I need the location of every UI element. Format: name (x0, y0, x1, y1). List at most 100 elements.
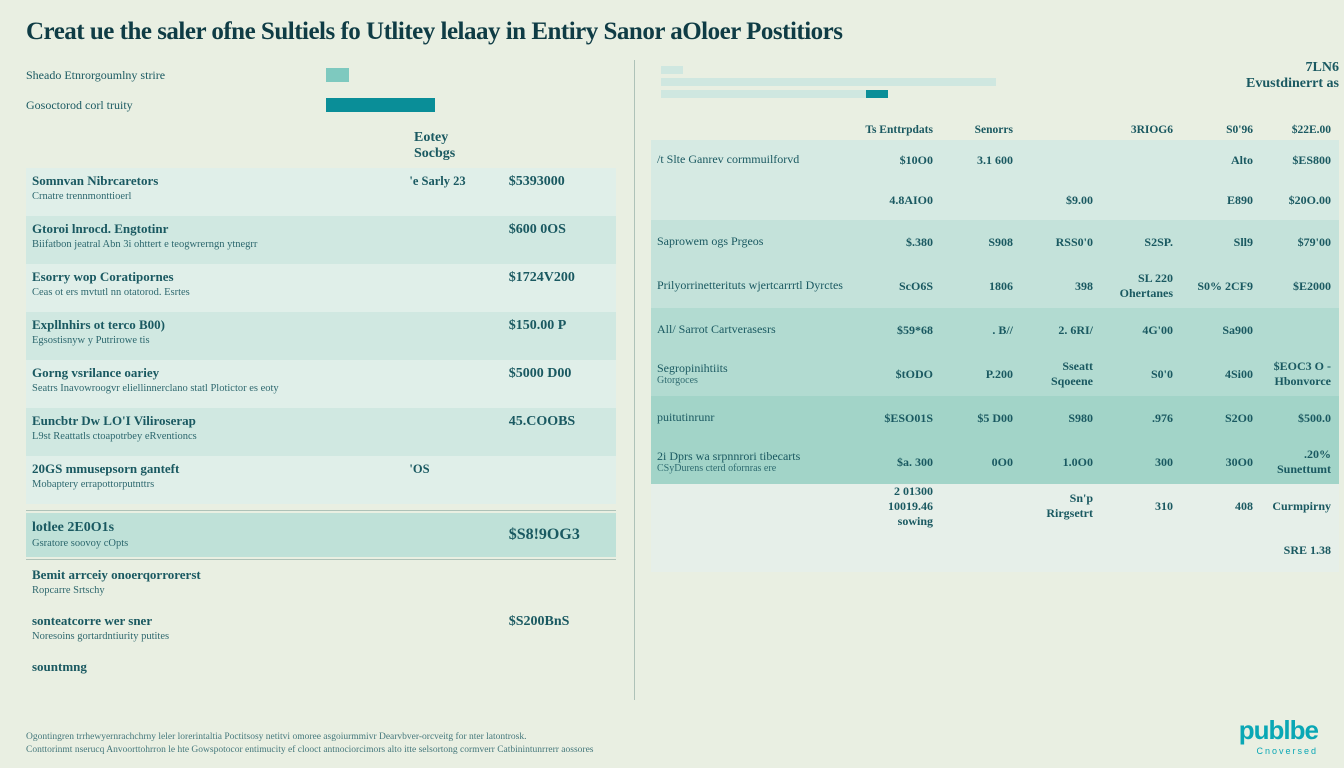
row-col2: $600 0OS (509, 222, 608, 238)
right-col-headers: Ts EnttrpdatsSenorrs3RIOG6S0'96$22E.00 (651, 120, 1339, 140)
divider (26, 510, 616, 511)
right-cell: Sll9 (1181, 235, 1261, 250)
row-title: Bemit arrceiy onoerqorrorerst (32, 568, 399, 583)
left-total-row: lotlee 2E0O1s Gsratore soovoy cOpts $S8!… (26, 513, 616, 557)
columns: Sheado Etnrorgoumlny strire Gosoctorod c… (26, 60, 1318, 700)
right-row-label: Saprowem ogs Prgeos (651, 235, 861, 248)
row-value: $S200BnS (509, 614, 608, 630)
top-bar-label: Gosoctorod corl truity (26, 98, 326, 113)
right-row: SegropinihtiitsGtorgoces$tODOP.200Sseatt… (651, 352, 1339, 396)
right-cell: Sn'p Rirgsetrt (1021, 491, 1101, 521)
mini-bar (661, 66, 1201, 74)
right-table: /t Slte Ganrev cormmuilforvd$10O03.1 600… (651, 140, 1339, 700)
right-row-label: All/ Sarrot Cartverasesrs (651, 323, 861, 336)
row-title: sonteatcorre wer sner (32, 614, 399, 629)
right-row-label: /t Slte Ganrev cormmuilforvd (651, 153, 861, 166)
left-panel: Sheado Etnrorgoumlny strire Gosoctorod c… (26, 60, 616, 700)
row-title: 20GS mmusepsorn ganteft (32, 462, 399, 477)
right-cell: 310 (1101, 499, 1181, 514)
right-cell: 4.8AIO0 (861, 193, 941, 208)
right-cell: $9.00 (1021, 193, 1101, 208)
right-row: 2 01300 10019.46 sowing Sn'p Rirgsetrt310… (651, 484, 1339, 528)
total-label: lotlee 2E0O1s (32, 520, 399, 536)
right-cell: $.380 (861, 235, 941, 250)
right-cell: 398 (1021, 279, 1101, 294)
right-col-header: 3RIOG6 (1101, 124, 1181, 136)
right-cell: 4G'00 (1101, 323, 1181, 338)
right-cell: $EOC3 O -Hbonvorce (1261, 359, 1339, 389)
right-cell: $79'00 (1261, 235, 1339, 250)
left-list: Somnvan Nibrcaretors Crnatre trennmonttio… (26, 168, 616, 508)
left-bottom-row: Bemit arrceiy onoerqorrorerst Ropcarre Sr… (26, 562, 616, 608)
row-sub: Crnatre trennmonttioerl (32, 191, 399, 203)
row-title: Gorng vsrilance oariey (32, 366, 399, 381)
right-cell: $ES800 (1261, 153, 1339, 168)
row-title: Somnvan Nibrcaretors (32, 174, 399, 189)
right-cell: RSS0'0 (1021, 235, 1101, 250)
right-cell: $5 D00 (941, 411, 1021, 426)
brand-logo: publbe Cnoversed (1239, 715, 1318, 756)
bar-slot (326, 98, 586, 112)
bar-slot (326, 68, 586, 82)
right-panel: 7LN6 Evustdinerrt as Ts EnttrpdatsSenorr… (634, 60, 1339, 700)
right-cell: 300 (1101, 455, 1181, 470)
right-col-header: Ts Enttrpdats (861, 124, 941, 136)
total-value: $S8!9OG3 (509, 526, 608, 544)
mini-bar (661, 78, 1201, 86)
left-row: Esorry wop Coratipornes Ceas ot ers mvtut… (26, 264, 616, 312)
right-cell: .976 (1101, 411, 1181, 426)
right-cell: 1806 (941, 279, 1021, 294)
right-cell: Sa900 (1181, 323, 1261, 338)
right-cell: S980 (1021, 411, 1101, 426)
row-col1: 'e Sarly 23 (409, 174, 508, 189)
page: Creat ue the saler ofne Sultiels fo Utli… (0, 0, 1344, 768)
right-cell: 3.1 600 (941, 153, 1021, 168)
row-title: sountmng (32, 660, 399, 675)
row-title: Expllnhirs ot terco B00) (32, 318, 399, 333)
row-sub: L9st Reattatls ctoapotrbey eRventioncs (32, 431, 399, 443)
right-cell: Curmpirny (1261, 499, 1339, 514)
footer: Ogontingren trrhewyernrachchrny leler lo… (26, 715, 1318, 756)
right-cell: 2 01300 10019.46 sowing (861, 484, 941, 529)
right-col-header: Senorrs (941, 124, 1021, 136)
left-row: Somnvan Nibrcaretors Crnatre trennmonttio… (26, 168, 616, 216)
right-cell: $a. 300 (861, 455, 941, 470)
row-col2: $5000 D00 (509, 366, 608, 382)
right-cell: $E2000 (1261, 279, 1339, 294)
right-top: 7LN6 Evustdinerrt as (651, 60, 1339, 120)
right-row: puitutinrunr$ESO01S$5 D00S980.976S2O0$50… (651, 396, 1339, 440)
right-row: /t Slte Ganrev cormmuilforvd$10O03.1 600… (651, 140, 1339, 180)
right-col-header: S0'96 (1181, 124, 1261, 136)
right-cell: Alto (1181, 153, 1261, 168)
right-cell: 0O0 (941, 455, 1021, 470)
right-cell: $tODO (861, 367, 941, 382)
row-title: Esorry wop Coratipornes (32, 270, 399, 285)
row-col2: $5393000 (509, 174, 608, 190)
right-row: 2i Dprs wa srpnnrori tibecartsCSyDurens … (651, 440, 1339, 484)
top-bar-row: Gosoctorod corl truity (26, 90, 616, 120)
right-row: 4.8AIO0$9.00E890$20O.00 (651, 180, 1339, 220)
right-cell: Sseatt Sqoeene (1021, 359, 1101, 389)
row-sub: Ceas ot ers mvtutl nn otatorod. Esrtes (32, 287, 399, 299)
right-row: All/ Sarrot Cartverasesrs$59*68. B//2. 6… (651, 308, 1339, 352)
bar-fill (326, 98, 435, 112)
left-bottom-row: sountmng (26, 654, 616, 700)
right-cell: S0'0 (1101, 367, 1181, 382)
right-cell: 2. 6RI/ (1021, 323, 1101, 338)
right-cell: $20O.00 (1261, 193, 1339, 208)
right-cell: S2SP. (1101, 235, 1181, 250)
left-row: Euncbtr Dw LO'I ViliroserapL9st Reattatl… (26, 408, 616, 456)
row-sub: Biifatbon jeatral Abn 3i ohttert e teogw… (32, 239, 399, 251)
right-cell: SRE 1.38 (1261, 543, 1339, 558)
left-row: Gorng vsrilance oarieySeatrs Inavowroogv… (26, 360, 616, 408)
right-cell: . B// (941, 323, 1021, 338)
left-row: Expllnhirs ot terco B00)Egsostisnyw y Pu… (26, 312, 616, 360)
right-row-label: 2i Dprs wa srpnnrori tibecartsCSyDurens … (651, 450, 861, 474)
row-col2: $150.00 P (509, 318, 608, 334)
footnote: Ogontingren trrhewyernrachchrny leler lo… (26, 731, 594, 756)
row-sub: Ropcarre Srtschy (32, 585, 399, 597)
row-col2: $1724V200 (509, 270, 608, 286)
left-bottom-row: sonteatcorre wer snerNoresoins gortardnt… (26, 608, 616, 654)
right-cell: .20% Sunettumt (1261, 447, 1339, 477)
right-row: SRE 1.38 (651, 528, 1339, 572)
